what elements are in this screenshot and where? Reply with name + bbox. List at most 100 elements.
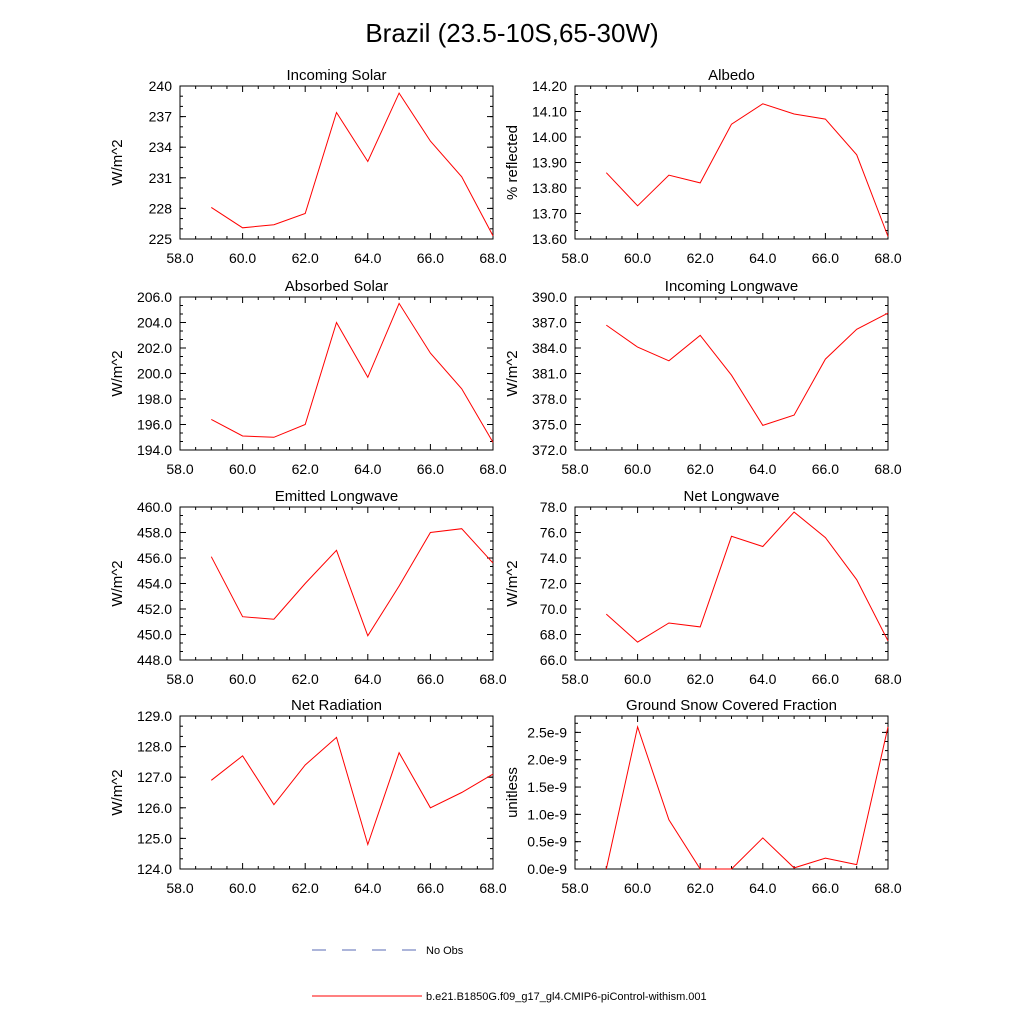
- net-longwave-frame: [574, 506, 889, 661]
- incoming-longwave-ytick-label: 381.0: [532, 366, 567, 382]
- emitted-longwave-ytick-label: 452.0: [137, 601, 172, 617]
- absorbed-solar-frame: [179, 296, 494, 451]
- net-longwave-xtick-label: 62.0: [687, 671, 714, 687]
- net-longwave-ytick-label: 70.0: [540, 601, 567, 617]
- absorbed-solar-xtick-label: 66.0: [417, 461, 444, 477]
- legend-no-obs-label: No Obs: [426, 945, 464, 957]
- ground-snow-covered-fraction-ytick-label: 1.5e-9: [527, 779, 567, 795]
- absorbed-solar-ytick-label: 204.0: [137, 315, 172, 331]
- absorbed-solar-ytick-label: 198.0: [137, 391, 172, 407]
- incoming-longwave-xtick-label: 60.0: [624, 461, 651, 477]
- absorbed-solar-ytick-label: 200.0: [137, 366, 172, 382]
- absorbed-solar-xtick-label: 68.0: [479, 461, 506, 477]
- absorbed-solar-xtick-label: 64.0: [354, 461, 381, 477]
- panel-incoming-longwave: Incoming Longwave 58.0 60.0 62.0 64.0 66.0 68.…: [504, 278, 902, 477]
- emitted-longwave-ytick-label: 454.0: [137, 576, 172, 592]
- albedo-title: Albedo: [708, 67, 755, 84]
- net-radiation-ytick-label: 125.0: [137, 830, 172, 846]
- panel-net-radiation: Net Radiation 58.0 60.0 62.0 64.0 66.0 68.0 124…: [109, 697, 507, 896]
- albedo-ytick-label: 13.60: [532, 231, 567, 247]
- net-radiation-xtick-label: 60.0: [229, 880, 256, 896]
- incoming-longwave-xtick-label: 58.0: [561, 461, 588, 477]
- absorbed-solar-ytick-label: 202.0: [137, 340, 172, 356]
- ground-snow-covered-fraction-title: Ground Snow Covered Fraction: [626, 697, 837, 714]
- net-longwave-series-line: [605, 511, 889, 643]
- ground-snow-covered-fraction-xtick-label: 58.0: [561, 880, 588, 896]
- ground-snow-covered-fraction-ytick-label: 2.5e-9: [527, 724, 567, 740]
- emitted-longwave-ylabel: W/m^2: [109, 560, 126, 606]
- albedo-ytick-label: 14.00: [532, 129, 567, 145]
- incoming-solar-ytick-label: 237: [149, 109, 173, 125]
- albedo-ytick-label: 14.20: [532, 78, 567, 94]
- net-radiation-ylabel: W/m^2: [109, 769, 126, 815]
- net-radiation-title: Net Radiation: [291, 697, 382, 714]
- absorbed-solar-ytick-label: 194.0: [137, 442, 172, 458]
- absorbed-solar-ylabel: W/m^2: [109, 350, 126, 396]
- incoming-longwave-ytick-label: 372.0: [532, 442, 567, 458]
- emitted-longwave-frame: [179, 506, 494, 661]
- incoming-longwave-series-line: [606, 312, 889, 426]
- emitted-longwave-xtick-label: 60.0: [229, 671, 256, 687]
- albedo-ytick-label: 13.70: [532, 206, 567, 222]
- albedo-xtick-label: 68.0: [874, 250, 901, 266]
- emitted-longwave-xtick-label: 66.0: [417, 671, 444, 687]
- net-radiation-xtick-label: 66.0: [417, 880, 444, 896]
- incoming-solar-title: Incoming Solar: [286, 67, 386, 84]
- net-radiation-ytick-label: 128.0: [137, 739, 172, 755]
- net-radiation-ytick-label: 126.0: [137, 800, 172, 816]
- net-longwave-xtick-label: 64.0: [749, 671, 776, 687]
- net-radiation-series-line: [210, 736, 494, 847]
- incoming-longwave-xtick-label: 62.0: [687, 461, 714, 477]
- net-longwave-ytick-label: 76.0: [540, 525, 567, 541]
- net-radiation-ytick-label: 127.0: [137, 769, 172, 785]
- incoming-solar-xtick-label: 60.0: [229, 250, 256, 266]
- albedo-xtick-label: 66.0: [812, 250, 839, 266]
- ground-snow-covered-fraction-series-line: [605, 725, 889, 870]
- absorbed-solar-ytick-label: 196.0: [137, 417, 172, 433]
- ground-snow-covered-fraction-ytick-label: 1.0e-9: [527, 806, 567, 822]
- incoming-solar-series-line: [211, 92, 494, 237]
- incoming-longwave-ytick-label: 390.0: [532, 289, 567, 305]
- legend-model-label: b.e21.B1850G.f09_g17_gl4.CMIP6-piControl…: [426, 991, 707, 1003]
- incoming-solar-ytick-label: 225: [149, 231, 173, 247]
- absorbed-solar-series-line: [211, 302, 494, 443]
- incoming-longwave-xtick-label: 64.0: [749, 461, 776, 477]
- panels: Incoming Solar 58.0 60.0 62.0 64.0 66.0 68.0 22…: [109, 67, 902, 896]
- emitted-longwave-xtick-label: 68.0: [479, 671, 506, 687]
- incoming-solar-ytick-label: 231: [149, 170, 173, 186]
- panel-albedo: Albedo 58.0 60.0 62.0 64.0 66.0 68.0 13.60 13.70…: [504, 67, 902, 266]
- emitted-longwave-series-line: [210, 528, 494, 637]
- net-longwave-ytick-label: 74.0: [540, 550, 567, 566]
- incoming-longwave-ylabel: W/m^2: [504, 350, 521, 396]
- emitted-longwave-ytick-label: 456.0: [137, 550, 172, 566]
- absorbed-solar-xtick-label: 60.0: [229, 461, 256, 477]
- incoming-longwave-xtick-label: 66.0: [812, 461, 839, 477]
- panel-emitted-longwave: Emitted Longwave 58.0 60.0 62.0 64.0 66.0 68.0…: [109, 488, 507, 687]
- incoming-longwave-xtick-label: 68.0: [874, 461, 901, 477]
- albedo-xtick-label: 64.0: [749, 250, 776, 266]
- incoming-solar-ytick-label: 234: [149, 139, 173, 155]
- albedo-xtick-label: 60.0: [624, 250, 651, 266]
- incoming-longwave-ytick-label: 378.0: [532, 391, 567, 407]
- incoming-longwave-frame: [574, 296, 889, 451]
- ground-snow-covered-fraction-ytick-label: 2.0e-9: [527, 752, 567, 768]
- ground-snow-covered-fraction-ytick-label: 0.0e-9: [527, 861, 567, 877]
- incoming-longwave-ytick-label: 387.0: [532, 315, 567, 331]
- net-longwave-ytick-label: 68.0: [540, 627, 567, 643]
- emitted-longwave-xtick-label: 58.0: [166, 671, 193, 687]
- ground-snow-covered-fraction-frame: [574, 715, 889, 870]
- net-radiation-xtick-label: 58.0: [166, 880, 193, 896]
- ground-snow-covered-fraction-ytick-label: 0.5e-9: [527, 834, 567, 850]
- absorbed-solar-xtick-label: 58.0: [166, 461, 193, 477]
- panel-net-longwave: Net Longwave 58.0 60.0 62.0 64.0 66.0 68.0 66.0…: [504, 488, 902, 687]
- net-longwave-xtick-label: 68.0: [874, 671, 901, 687]
- ground-snow-covered-fraction-xtick-label: 60.0: [624, 880, 651, 896]
- incoming-solar-xtick-label: 66.0: [417, 250, 444, 266]
- incoming-solar-xtick-label: 64.0: [354, 250, 381, 266]
- incoming-solar-xtick-label: 58.0: [166, 250, 193, 266]
- absorbed-solar-ytick-label: 206.0: [137, 289, 172, 305]
- emitted-longwave-xtick-label: 64.0: [354, 671, 381, 687]
- legend: No Obs b.e21.B1850G.f09_g17_gl4.CMIP6-pi…: [312, 945, 707, 1003]
- incoming-solar-ytick-label: 240: [149, 78, 173, 94]
- net-longwave-xtick-label: 60.0: [624, 671, 651, 687]
